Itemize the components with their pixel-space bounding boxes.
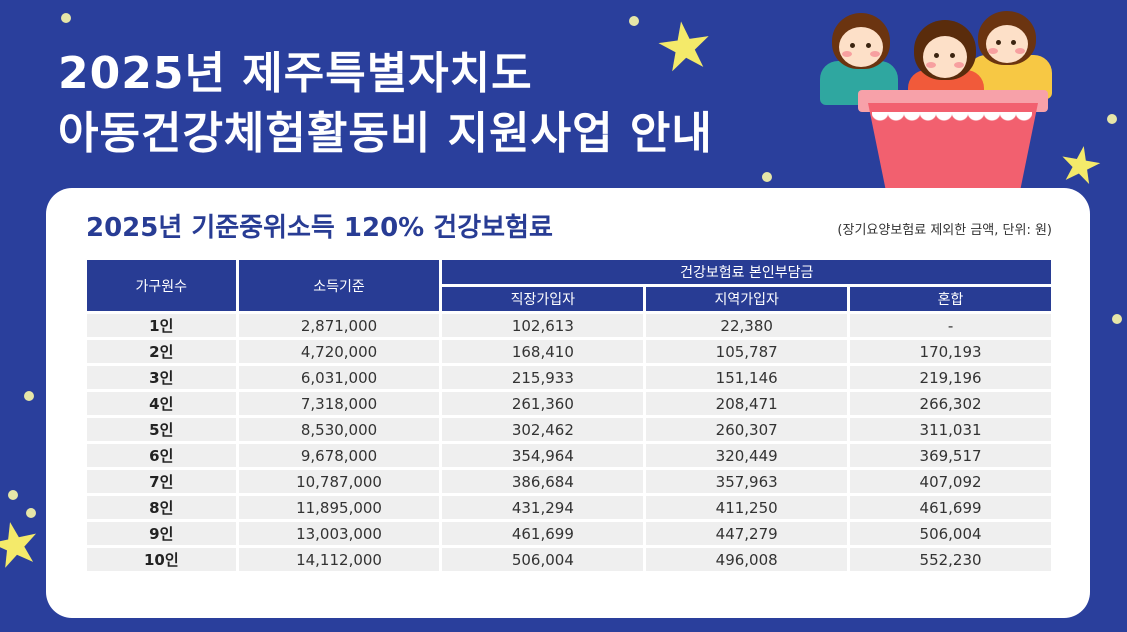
cell-regional: 105,787 bbox=[646, 340, 848, 363]
cell-mixed: 407,092 bbox=[850, 470, 1051, 493]
unit-note: (장기요양보험료 제외한 금액, 단위: 원) bbox=[837, 223, 1052, 238]
cell-mixed: 170,193 bbox=[850, 340, 1051, 363]
header-mixed: 혼합 bbox=[850, 287, 1051, 311]
decorative-dot bbox=[61, 13, 71, 23]
cell-group: 6인 bbox=[87, 444, 236, 467]
cell-workplace: 506,004 bbox=[442, 548, 644, 571]
cell-mixed: - bbox=[850, 314, 1051, 337]
decorative-dot bbox=[1107, 114, 1117, 124]
cell-workplace: 102,613 bbox=[442, 314, 644, 337]
table-row: 4인 7,318,000 261,360 208,471 266,302 bbox=[87, 392, 1051, 415]
premium-table: 가구원수 소득기준 건강보험료 본인부담금 직장가입자 지역가입자 혼합 1인 … bbox=[84, 257, 1054, 574]
decorative-dot bbox=[24, 391, 34, 401]
table-row: 5인 8,530,000 302,462 260,307 311,031 bbox=[87, 418, 1051, 441]
cell-regional: 496,008 bbox=[646, 548, 848, 571]
cell-group: 2인 bbox=[87, 340, 236, 363]
cell-regional: 151,146 bbox=[646, 366, 848, 389]
cell-mixed: 461,699 bbox=[850, 496, 1051, 519]
cell-group: 4인 bbox=[87, 392, 236, 415]
cell-workplace: 168,410 bbox=[442, 340, 644, 363]
cell-group: 8인 bbox=[87, 496, 236, 519]
cell-group: 7인 bbox=[87, 470, 236, 493]
cell-regional: 208,471 bbox=[646, 392, 848, 415]
cell-mixed: 266,302 bbox=[850, 392, 1051, 415]
page-title-line1: 2025년 제주특별자치도 bbox=[58, 48, 533, 99]
table-row: 2인 4,720,000 168,410 105,787 170,193 bbox=[87, 340, 1051, 363]
table-row: 10인 14,112,000 506,004 496,008 552,230 bbox=[87, 548, 1051, 571]
table-row: 8인 11,895,000 431,294 411,250 461,699 bbox=[87, 496, 1051, 519]
cell-group: 10인 bbox=[87, 548, 236, 571]
cell-income: 6,031,000 bbox=[238, 366, 440, 389]
cell-mixed: 552,230 bbox=[850, 548, 1051, 571]
table-row: 7인 10,787,000 386,684 357,963 407,092 bbox=[87, 470, 1051, 493]
cell-workplace: 354,964 bbox=[442, 444, 644, 467]
cell-workplace: 215,933 bbox=[442, 366, 644, 389]
cell-regional: 22,380 bbox=[646, 314, 848, 337]
cell-income: 14,112,000 bbox=[238, 548, 440, 571]
cell-income: 7,318,000 bbox=[238, 392, 440, 415]
decorative-dot bbox=[8, 490, 18, 500]
cell-workplace: 431,294 bbox=[442, 496, 644, 519]
cell-regional: 357,963 bbox=[646, 470, 848, 493]
table-row: 1인 2,871,000 102,613 22,380 - bbox=[87, 314, 1051, 337]
cell-income: 13,003,000 bbox=[238, 522, 440, 545]
star-icon: ★ bbox=[0, 505, 49, 585]
cell-mixed: 506,004 bbox=[850, 522, 1051, 545]
decorative-dot bbox=[762, 172, 772, 182]
cell-group: 5인 bbox=[87, 418, 236, 441]
cell-group: 1인 bbox=[87, 314, 236, 337]
cell-mixed: 369,517 bbox=[850, 444, 1051, 467]
cell-group: 3인 bbox=[87, 366, 236, 389]
cell-regional: 411,250 bbox=[646, 496, 848, 519]
cell-workplace: 461,699 bbox=[442, 522, 644, 545]
cup-scallop bbox=[872, 112, 1032, 128]
kids-illustration bbox=[810, 8, 1070, 203]
cell-mixed: 219,196 bbox=[850, 366, 1051, 389]
cell-workplace: 386,684 bbox=[442, 470, 644, 493]
header-regional: 지역가입자 bbox=[646, 287, 848, 311]
cell-income: 10,787,000 bbox=[238, 470, 440, 493]
table-row: 9인 13,003,000 461,699 447,279 506,004 bbox=[87, 522, 1051, 545]
header-workplace: 직장가입자 bbox=[442, 287, 644, 311]
cell-income: 2,871,000 bbox=[238, 314, 440, 337]
page-title: 2025년 제주특별자치도 아동건강체험활동비 지원사업 안내 bbox=[58, 44, 713, 164]
cell-mixed: 311,031 bbox=[850, 418, 1051, 441]
header-premium: 건강보험료 본인부담금 bbox=[442, 260, 1051, 284]
cell-regional: 320,449 bbox=[646, 444, 848, 467]
card-title: 2025년 기준중위소득 120% 건강보험료 bbox=[86, 213, 553, 243]
decorative-dot bbox=[629, 16, 639, 26]
cell-workplace: 302,462 bbox=[442, 418, 644, 441]
header-income: 소득기준 bbox=[238, 260, 440, 311]
cell-income: 11,895,000 bbox=[238, 496, 440, 519]
table-row: 3인 6,031,000 215,933 151,146 219,196 bbox=[87, 366, 1051, 389]
cell-income: 4,720,000 bbox=[238, 340, 440, 363]
cell-income: 8,530,000 bbox=[238, 418, 440, 441]
page-title-line2: 아동건강체험활동비 지원사업 안내 bbox=[58, 108, 713, 159]
cell-group: 9인 bbox=[87, 522, 236, 545]
cell-regional: 260,307 bbox=[646, 418, 848, 441]
cell-workplace: 261,360 bbox=[442, 392, 644, 415]
decorative-dot bbox=[26, 508, 36, 518]
cell-income: 9,678,000 bbox=[238, 444, 440, 467]
header-group: 가구원수 bbox=[87, 260, 236, 311]
info-card: 2025년 기준중위소득 120% 건강보험료 (장기요양보험료 제외한 금액,… bbox=[46, 188, 1090, 618]
decorative-dot bbox=[1112, 314, 1122, 324]
cell-regional: 447,279 bbox=[646, 522, 848, 545]
table-row: 6인 9,678,000 354,964 320,449 369,517 bbox=[87, 444, 1051, 467]
